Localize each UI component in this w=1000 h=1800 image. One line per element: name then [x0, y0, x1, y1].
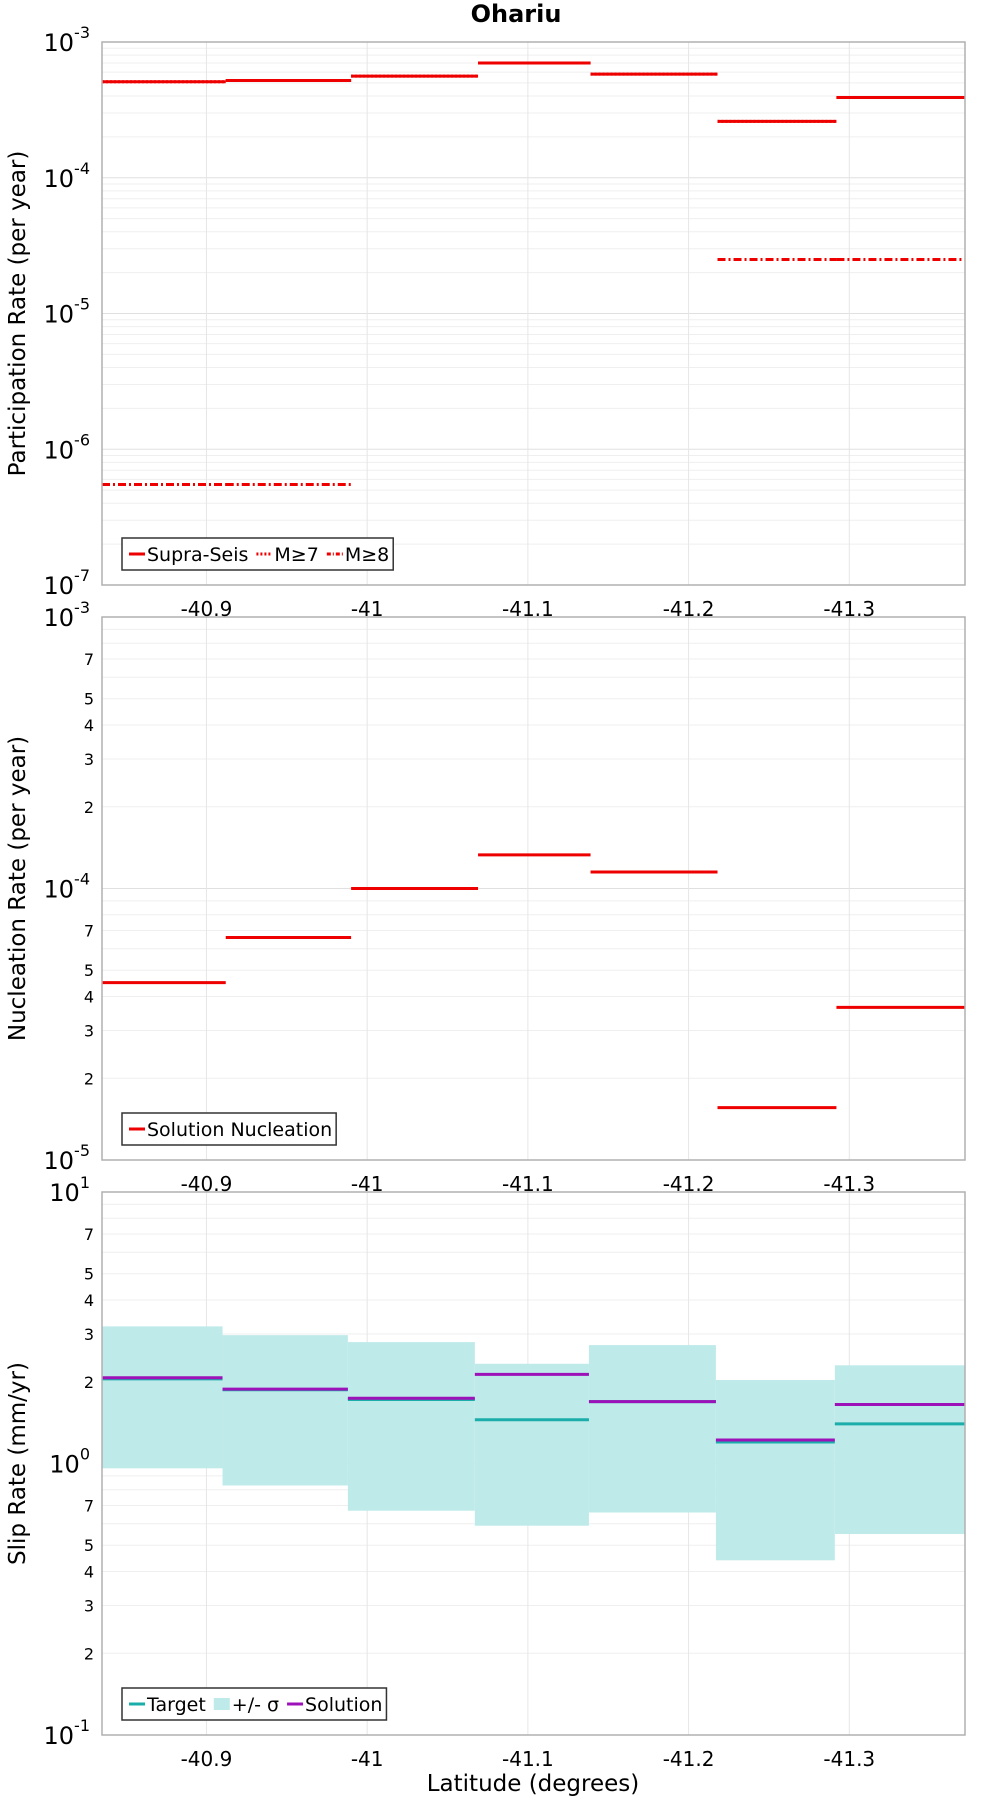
- y-tick-label-major: 101: [49, 1173, 90, 1207]
- sigma-band-segment: [102, 1326, 223, 1469]
- y-tick-label-minor: 2: [84, 1373, 94, 1392]
- legend-label: Solution: [305, 1694, 382, 1716]
- y-axis-label: Slip Rate (mm/yr): [5, 1362, 31, 1565]
- y-tick-label-minor: 2: [84, 798, 94, 817]
- panels: 10-7 10-6 10-5 10-4 10-3 -40.9 -41 -41.1 -41.2 -4…: [5, 23, 966, 1771]
- y-tick-label-minor: 7: [84, 650, 94, 669]
- x-tick-label: -41.3: [823, 1747, 875, 1771]
- sigma-band-segment: [347, 1342, 475, 1511]
- y-tick-label-minor: 3: [84, 1596, 94, 1615]
- sigma-band-segment: [834, 1365, 965, 1534]
- y-tick-label-major: 10-1: [44, 1716, 91, 1750]
- x-axis-label: Latitude (degrees): [427, 1771, 640, 1797]
- y-tick-label-minor: 3: [84, 1325, 94, 1344]
- x-tick-label: -40.9: [181, 1747, 233, 1771]
- y-tick-label-major: 10-5: [44, 295, 91, 329]
- y-tick-label-major: 10-5: [44, 1141, 91, 1175]
- y-tick-label-major: 10-4: [44, 159, 91, 193]
- y-tick-label-minor: 2: [84, 1644, 94, 1663]
- y-tick-label-minor: 7: [84, 922, 94, 941]
- y-tick-label-minor: 2: [84, 1069, 94, 1088]
- y-axis-label: Participation Rate (per year): [5, 151, 31, 477]
- y-tick-label-minor: 4: [84, 1563, 94, 1582]
- legend-label: +/- σ: [232, 1694, 279, 1716]
- legend-box: [121, 1112, 337, 1146]
- sigma-band-segment: [588, 1345, 716, 1513]
- y-tick-label-minor: 4: [84, 716, 94, 735]
- chart-title: Ohariu: [471, 0, 562, 28]
- plot-frame: [101, 616, 966, 1161]
- legend-label: Supra-Seis: [147, 544, 248, 566]
- sigma-band-segment: [715, 1380, 835, 1561]
- legend-label: M≥7: [274, 544, 318, 566]
- y-tick-label-minor: 7: [84, 1225, 94, 1244]
- y-tick-label-minor: 4: [84, 1291, 94, 1310]
- legend-label: M≥8: [345, 544, 389, 566]
- panel-3: 10-1 100 101 2 3 4 5 7 2 3 4 5 7 -40.9 -41 -41.1 -41.2 -4…: [5, 1173, 966, 1771]
- y-tick-label-major: 10-3: [44, 23, 91, 57]
- legend-label: Target: [146, 1694, 206, 1716]
- y-tick-label-minor: 5: [84, 1265, 94, 1284]
- y-tick-label-minor: 3: [84, 1021, 94, 1040]
- y-axis-label: Nucleation Rate (per year): [5, 736, 31, 1041]
- x-tick-label: -41.2: [663, 1747, 715, 1771]
- panel-1: 10-710-610-510-410-3-40.9 -41 -41.1 -41.2 -4…: [5, 23, 966, 621]
- y-tick-label-minor: 5: [84, 1536, 94, 1555]
- legend-label: Solution Nucleation: [147, 1119, 332, 1141]
- y-tick-label-minor: 4: [84, 988, 94, 1007]
- y-tick-label-minor: 5: [84, 690, 94, 709]
- y-tick-label-major: 100: [49, 1445, 90, 1479]
- y-tick-label-major: 10-3: [44, 598, 91, 632]
- y-tick-label-major: 10-4: [44, 870, 91, 904]
- y-tick-label-minor: 3: [84, 750, 94, 769]
- y-tick-label-major: 10-7: [44, 566, 91, 600]
- legend: Supra-Seis M≥7 M≥8: [121, 537, 394, 571]
- plot-frame: [101, 41, 966, 586]
- x-tick-label: -41.1: [502, 1747, 554, 1771]
- y-tick-label-minor: 5: [84, 961, 94, 980]
- legend: Solution Nucleation: [121, 1112, 337, 1146]
- x-tick-label: -41: [351, 1747, 384, 1771]
- y-tick-label-minor: 7: [84, 1497, 94, 1516]
- legend-box: [121, 1687, 388, 1721]
- sigma-band-segment: [474, 1363, 589, 1526]
- plot-frame: [101, 1191, 966, 1736]
- legend: Target +/- σ Solution: [121, 1687, 388, 1721]
- legend-swatch-band: [213, 1698, 230, 1710]
- y-tick-label-major: 10-6: [44, 430, 91, 464]
- sigma-band-segment: [222, 1335, 348, 1486]
